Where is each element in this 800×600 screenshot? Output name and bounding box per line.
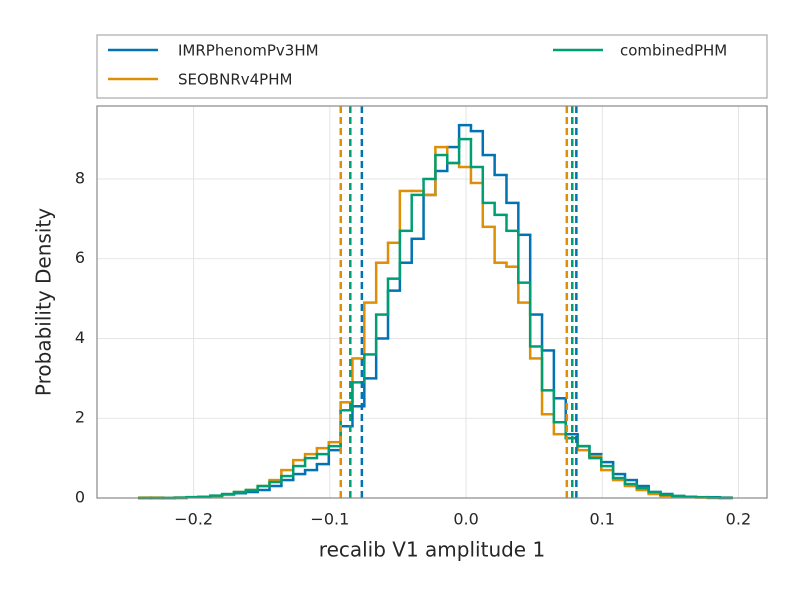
y-tick-label: 0 (75, 488, 85, 507)
x-axis-label: recalib V1 amplitude 1 (319, 538, 545, 562)
y-tick-label: 2 (75, 408, 85, 427)
x-tick-label: 0.0 (453, 510, 478, 529)
y-tick-label: 8 (75, 168, 85, 187)
y-tick-label: 6 (75, 248, 85, 267)
legend-label: combinedPHM (620, 42, 727, 60)
plot-frame (96, 105, 768, 499)
legend-label: SEOBNRv4PHM (178, 71, 292, 89)
x-tick-label: 0.1 (589, 510, 614, 529)
x-tick-label: −0.1 (310, 510, 349, 529)
y-tick-label: 4 (75, 328, 85, 347)
histogram-riser (137, 147, 710, 498)
legend-label: IMRPhenomPv3HM (178, 42, 319, 60)
y-axis-label: Probability Density (32, 208, 56, 396)
legend-box (96, 34, 768, 99)
x-tick-label: 0.2 (726, 510, 751, 529)
x-tick-label: −0.2 (174, 510, 213, 529)
